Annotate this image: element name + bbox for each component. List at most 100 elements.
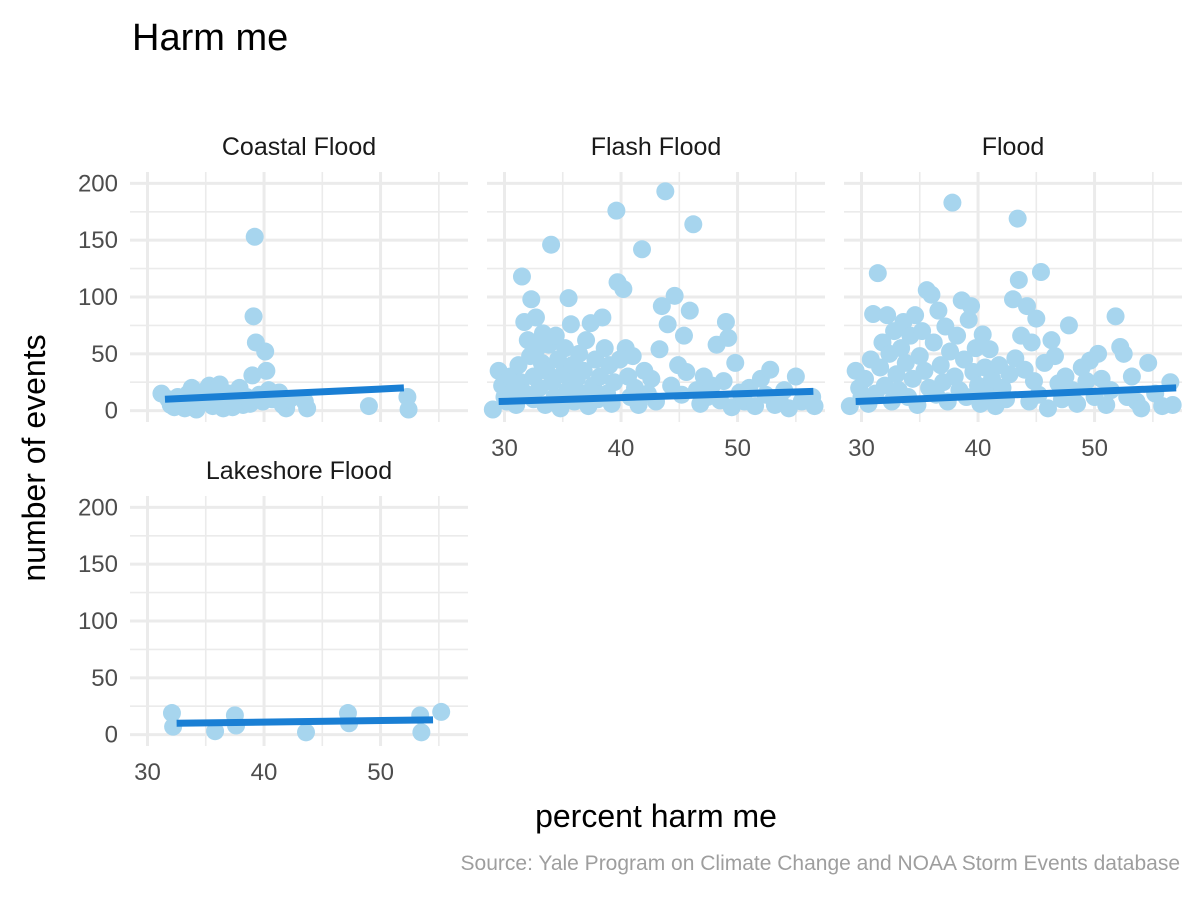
data-point: [955, 350, 974, 369]
data-point: [875, 376, 894, 395]
data-point: [607, 201, 626, 220]
y-axis-title: number of events: [16, 334, 52, 581]
trend-line: [164, 384, 405, 403]
data-point: [605, 373, 624, 392]
data-point: [1042, 331, 1061, 350]
data-point: [658, 315, 677, 334]
y-tick-label: 50: [91, 665, 118, 692]
data-point: [652, 297, 671, 316]
data-point: [1017, 297, 1036, 316]
data-point: [206, 722, 225, 741]
data-point: [1000, 365, 1019, 384]
data-point: [805, 397, 824, 416]
x-tick-label: 40: [965, 435, 992, 462]
data-point: [256, 342, 275, 361]
data-point: [680, 301, 699, 320]
data-point: [551, 399, 570, 418]
strip-label-coastal-flood: Coastal Flood: [222, 133, 376, 161]
data-point: [512, 267, 531, 286]
data-point: [556, 339, 575, 358]
y-tick-label: 50: [91, 341, 118, 368]
data-point: [1045, 347, 1064, 366]
y-tick-label: 0: [105, 722, 118, 749]
data-point: [483, 400, 502, 419]
y-tick-label: 0: [105, 398, 118, 425]
data-point: [570, 344, 589, 363]
data-point: [943, 193, 962, 212]
data-point: [432, 702, 451, 721]
data-point: [1008, 209, 1027, 228]
data-point: [726, 353, 745, 372]
strip-label-flood: Flood: [982, 133, 1045, 161]
trend-line: [498, 387, 814, 406]
panel-flood: Flood 30 40 50: [840, 133, 1182, 462]
data-point: [855, 369, 874, 388]
x-tick-label: 30: [848, 435, 875, 462]
data-point: [924, 333, 943, 352]
data-point: [1114, 344, 1133, 363]
data-point: [959, 310, 978, 329]
y-tick-label: 100: [78, 608, 118, 635]
data-point: [714, 372, 733, 391]
x-tick-label: 50: [1081, 435, 1108, 462]
strip-label-lakeshore-flood: Lakeshore Flood: [206, 457, 392, 485]
data-point: [522, 290, 541, 309]
data-point: [962, 297, 981, 316]
data-point: [257, 361, 276, 380]
data-point: [1027, 309, 1046, 328]
data-point: [871, 358, 890, 377]
y-tick-label: 200: [78, 170, 118, 197]
data-point: [719, 328, 738, 347]
x-axis-title: percent harm me: [535, 798, 777, 834]
data-point: [623, 347, 642, 366]
data-point: [1139, 353, 1158, 372]
data-point: [913, 322, 932, 341]
data-point: [542, 235, 561, 254]
data-point: [1059, 316, 1078, 335]
data-point: [296, 723, 315, 742]
data-point: [941, 342, 960, 361]
data-point: [665, 286, 684, 305]
panel-lakeshore-flood: Lakeshore Flood 0 50 100 150 200 30 40 50: [78, 457, 468, 786]
data-point: [945, 367, 964, 386]
trend-line: [855, 384, 1177, 406]
panel-coastal-flood: Coastal Flood 0 50 100 150 200: [78, 133, 468, 425]
data-point: [399, 400, 418, 419]
data-point: [677, 363, 696, 381]
data-point: [162, 704, 181, 723]
data-point: [359, 397, 378, 416]
data-point: [966, 339, 985, 358]
data-point: [868, 264, 887, 283]
data-point: [243, 366, 262, 385]
data-point: [1022, 333, 1041, 352]
data-point: [595, 339, 614, 358]
data-point: [559, 289, 578, 308]
data-point: [245, 227, 264, 246]
data-point: [761, 360, 780, 379]
x-tick-label: 50: [367, 759, 394, 786]
data-point: [684, 215, 703, 234]
data-point: [931, 356, 950, 375]
data-point: [1132, 399, 1151, 418]
data-point: [526, 308, 545, 327]
data-point: [244, 307, 263, 326]
data-point: [864, 305, 883, 324]
trend-line: [176, 716, 434, 727]
source-caption: Source: Yale Program on Climate Change a…: [461, 852, 1180, 875]
x-tick-label: 50: [724, 435, 751, 462]
data-point: [1031, 263, 1050, 281]
x-tick-label: 30: [491, 435, 518, 462]
strip-label-flash-flood: Flash Flood: [591, 133, 722, 161]
data-point: [948, 326, 967, 345]
data-point: [298, 399, 317, 418]
x-tick-label: 30: [134, 759, 161, 786]
data-point: [1089, 344, 1108, 363]
data-point: [633, 240, 652, 259]
data-point: [910, 347, 929, 366]
data-point: [650, 340, 669, 359]
data-point: [614, 280, 633, 299]
data-point: [1163, 395, 1182, 414]
x-tick-label: 40: [251, 759, 278, 786]
chart-title: Harm me: [132, 17, 288, 59]
